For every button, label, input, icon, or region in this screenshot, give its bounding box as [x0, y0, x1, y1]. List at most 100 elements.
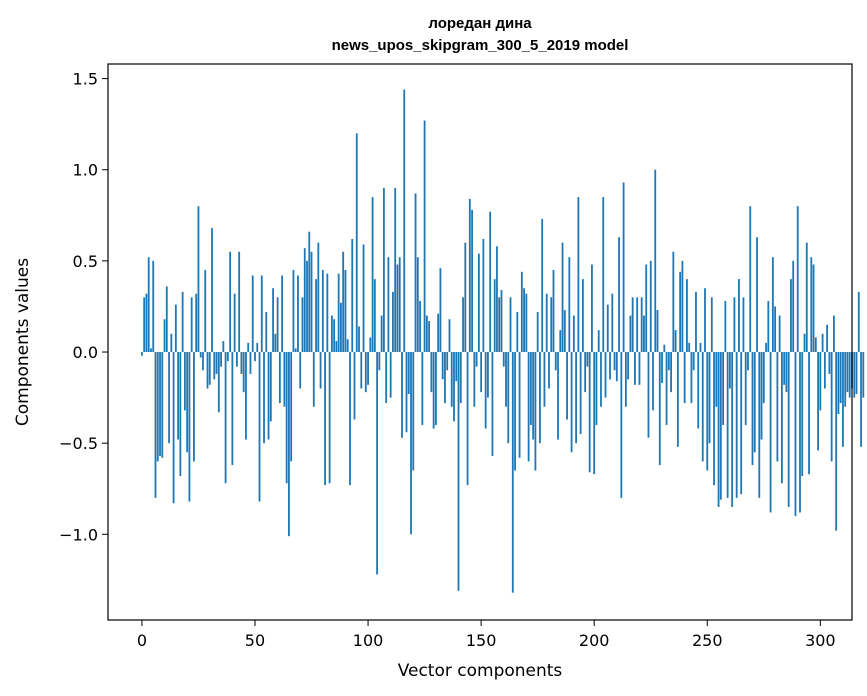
bar — [665, 352, 668, 425]
bar — [595, 352, 598, 425]
bar — [369, 337, 372, 353]
x-tick-label: 300 — [805, 631, 836, 650]
bar — [774, 306, 777, 353]
bar — [656, 310, 659, 353]
bar — [792, 260, 795, 353]
bar — [844, 352, 847, 407]
bar — [306, 260, 308, 353]
bar — [213, 352, 216, 380]
bar — [269, 352, 272, 422]
bar — [260, 275, 263, 353]
bar — [233, 293, 236, 353]
bar — [681, 260, 684, 353]
bar — [416, 257, 419, 353]
bar — [380, 315, 383, 353]
bar — [575, 352, 578, 444]
bar — [414, 193, 417, 353]
bar — [326, 273, 329, 353]
bar — [618, 237, 620, 353]
bar — [701, 352, 704, 462]
bar — [448, 319, 451, 353]
bar — [335, 341, 338, 353]
bar — [303, 248, 306, 353]
bar — [848, 352, 851, 398]
bar — [579, 352, 582, 435]
bar — [661, 352, 663, 384]
bar — [541, 218, 544, 353]
bar — [717, 352, 720, 507]
x-axis-label: Vector components — [398, 661, 563, 681]
bar — [674, 330, 677, 353]
bar — [799, 352, 801, 513]
bar — [278, 352, 281, 404]
bar — [297, 275, 299, 353]
bar — [453, 352, 455, 422]
bar — [410, 352, 412, 535]
bar — [299, 352, 302, 389]
bar — [520, 271, 523, 353]
bar — [516, 311, 519, 353]
bar — [403, 89, 406, 353]
bar — [683, 352, 686, 404]
bar — [457, 352, 460, 591]
bar — [765, 342, 767, 353]
y-tick-label: −1.0 — [59, 525, 98, 544]
bar — [378, 352, 381, 371]
bar — [491, 352, 494, 456]
bar — [808, 352, 810, 475]
bar — [197, 206, 200, 353]
bar — [459, 352, 462, 404]
bar — [697, 352, 700, 429]
bar — [805, 242, 808, 353]
bar — [274, 333, 277, 353]
bar — [396, 264, 399, 353]
bar — [163, 319, 166, 353]
bar — [577, 197, 580, 353]
bar — [267, 352, 270, 440]
bar — [407, 352, 410, 394]
bar — [715, 352, 718, 407]
bar — [419, 300, 421, 353]
bar — [245, 352, 247, 440]
x-tick-label: 200 — [579, 631, 610, 650]
bar — [421, 352, 424, 425]
bar — [242, 352, 245, 393]
bar — [254, 352, 256, 362]
bar — [747, 352, 749, 371]
bar — [272, 288, 274, 353]
bar — [371, 197, 374, 353]
bar — [548, 352, 550, 389]
bar — [862, 352, 865, 398]
bar — [828, 352, 831, 374]
bar — [174, 304, 177, 353]
bar — [523, 288, 525, 353]
bar — [344, 269, 347, 353]
bar — [450, 352, 453, 407]
bar — [362, 244, 365, 353]
bar — [498, 297, 501, 353]
x-tick-label: 150 — [466, 631, 497, 650]
bar — [229, 251, 232, 353]
bar — [744, 352, 747, 425]
bar — [315, 279, 317, 353]
bar — [398, 257, 401, 353]
bar — [435, 352, 437, 425]
bar — [446, 352, 449, 371]
bar — [762, 352, 765, 404]
bar — [181, 291, 184, 353]
bar — [846, 352, 849, 393]
bar — [190, 297, 193, 353]
bar — [330, 315, 333, 353]
bar — [211, 228, 213, 353]
bar — [679, 271, 682, 353]
bar — [842, 352, 844, 447]
bar — [627, 352, 630, 380]
bar — [493, 279, 496, 353]
bar — [586, 352, 589, 367]
bar — [735, 352, 738, 498]
bar — [826, 324, 829, 353]
bar — [346, 339, 349, 353]
bar — [860, 352, 862, 447]
bar — [738, 279, 740, 353]
bar — [670, 352, 672, 393]
